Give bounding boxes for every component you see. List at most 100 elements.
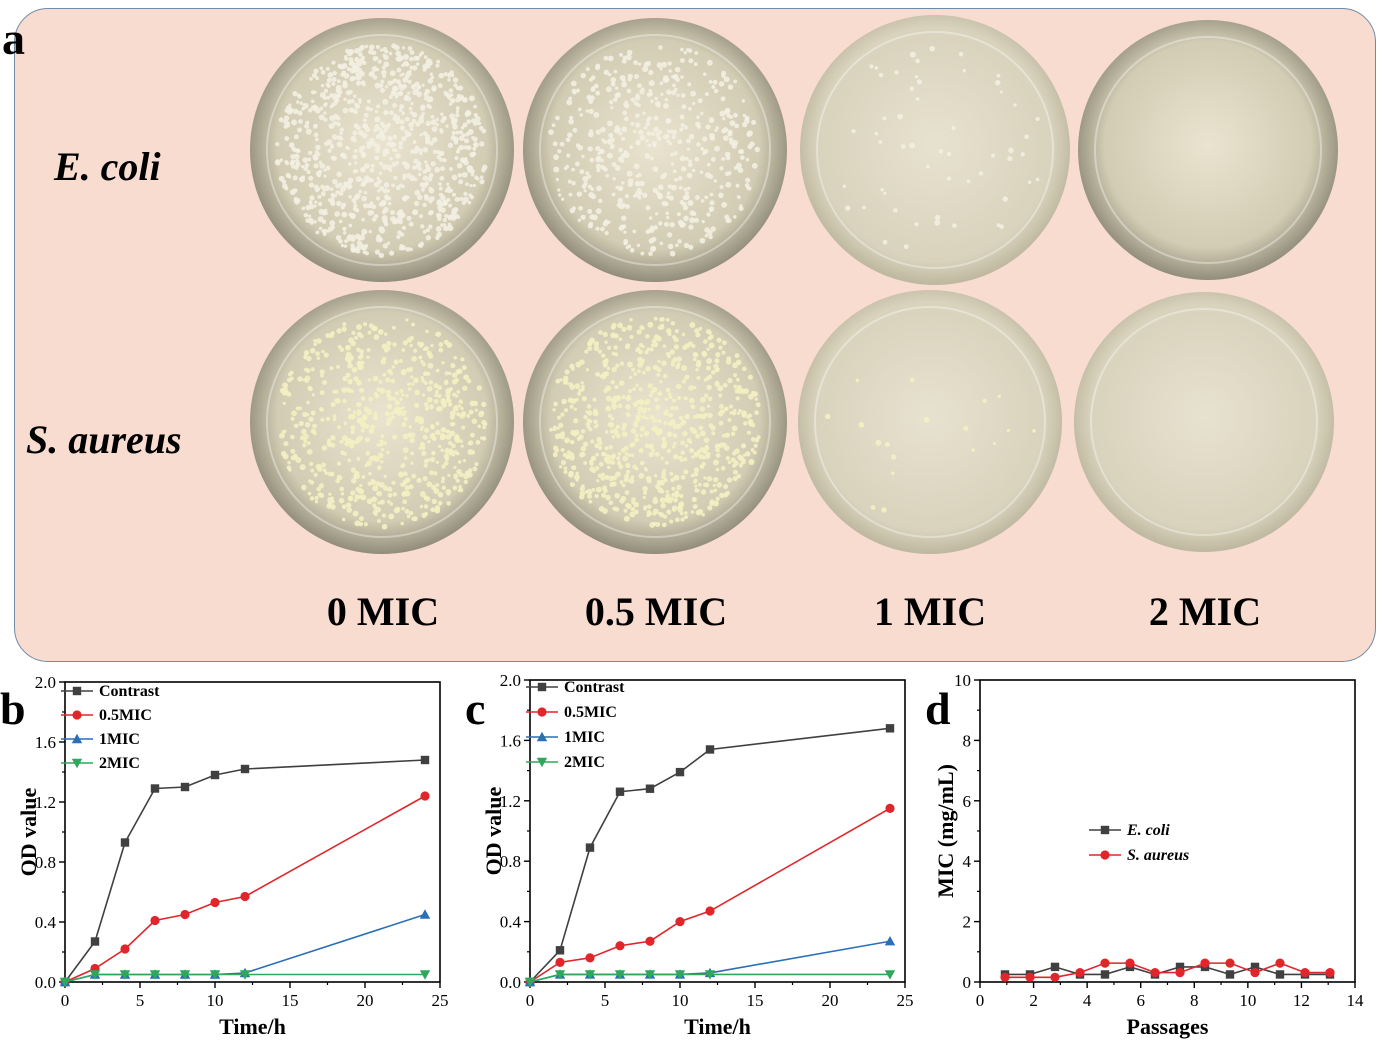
data-point xyxy=(119,970,131,980)
x-tick-label: 12 xyxy=(1293,991,1310,1010)
data-point xyxy=(645,936,655,946)
data-point xyxy=(615,941,625,951)
data-point xyxy=(1150,967,1160,978)
legend-item: 1MIC xyxy=(526,729,605,746)
data-point xyxy=(1175,962,1185,972)
y-tick-label: 6 xyxy=(963,792,972,811)
y-tick-label: 0.8 xyxy=(35,853,56,872)
data-point xyxy=(1300,967,1310,978)
data-point xyxy=(180,782,190,792)
y-tick-label: 4 xyxy=(963,852,972,871)
x-tick-label: 15 xyxy=(282,991,299,1010)
y-tick-label: 8 xyxy=(963,731,972,750)
x-tick-label: 10 xyxy=(672,991,689,1010)
data-point xyxy=(884,970,896,980)
x-tick-label: 0 xyxy=(526,991,535,1010)
data-point xyxy=(674,970,686,980)
data-point xyxy=(584,970,596,980)
data-point xyxy=(1200,958,1210,968)
legend-item: 1MIC xyxy=(61,731,140,748)
data-point xyxy=(180,909,190,920)
data-point xyxy=(1175,967,1185,978)
data-point xyxy=(645,784,655,793)
data-point xyxy=(1000,972,1010,982)
legend-marker xyxy=(536,757,548,768)
x-tick-label: 15 xyxy=(747,991,764,1010)
y-tick-label: 1.2 xyxy=(500,792,521,811)
panel-letter-a: a xyxy=(2,13,25,64)
x-tick-label: 5 xyxy=(601,991,610,1010)
petri-dish-s-aureus-2-mic xyxy=(1074,292,1334,552)
x-tick-label: 6 xyxy=(1136,991,1145,1010)
data-point xyxy=(420,755,430,765)
data-point xyxy=(585,953,595,963)
legend-label: E. coli xyxy=(1126,822,1170,839)
data-point xyxy=(1275,970,1285,979)
x-tick-label: 20 xyxy=(822,991,839,1010)
data-point xyxy=(419,909,431,919)
data-point xyxy=(705,745,715,754)
legend-item: Contrast xyxy=(526,679,625,696)
y-tick-label: 0.4 xyxy=(500,913,522,932)
legend-label: 2MIC xyxy=(564,754,605,771)
data-point xyxy=(884,936,896,946)
data-point xyxy=(614,970,626,980)
y-tick-label: 0.0 xyxy=(500,973,521,992)
x-tick-label: 2 xyxy=(1029,991,1038,1010)
y-tick-label: 2.0 xyxy=(35,673,56,692)
series-2mic xyxy=(524,970,896,988)
chart-b: b 0 5 10 15 20 25 0.0 0.4 0.8 1.2 1.6 2.0 Time/h OD va… xyxy=(0,673,449,1039)
data-point xyxy=(704,970,716,980)
series-line xyxy=(529,807,891,983)
data-point xyxy=(59,977,71,988)
x-tick-label: 0 xyxy=(61,991,70,1010)
legend-item: S. aureus xyxy=(1089,847,1189,864)
series-line xyxy=(529,973,890,983)
y-tick-label: 1.2 xyxy=(35,793,56,812)
legend-label: 0.5MIC xyxy=(99,707,152,724)
plot-frame xyxy=(64,681,441,983)
data-point xyxy=(420,791,430,801)
data-point xyxy=(1075,967,1085,978)
data-point xyxy=(1100,958,1110,968)
legend-marker xyxy=(536,731,548,742)
data-point xyxy=(644,970,656,980)
x-tick-label: 10 xyxy=(207,991,224,1010)
colony-pattern xyxy=(274,43,488,259)
data-point xyxy=(90,937,100,946)
data-point xyxy=(1250,962,1260,972)
concentration-label-0-mic: 0 MIC xyxy=(326,589,440,634)
data-point xyxy=(1050,962,1060,972)
y-axis-label: MIC (mg/mL) xyxy=(933,764,958,898)
data-point xyxy=(585,843,595,852)
legend-marker xyxy=(71,758,83,769)
data-point xyxy=(885,803,895,813)
data-point xyxy=(555,946,565,955)
x-tick-label: 5 xyxy=(136,991,145,1010)
y-axis-label: OD value xyxy=(16,787,41,876)
legend-marker xyxy=(71,733,83,744)
legend-marker xyxy=(1100,825,1110,835)
data-point xyxy=(1225,958,1235,968)
legend-label: S. aureus xyxy=(1127,847,1189,864)
petri-dish-e-coli-0-5-mic xyxy=(523,18,787,282)
x-tick-label: 4 xyxy=(1083,991,1092,1010)
data-point xyxy=(1100,970,1110,979)
data-point xyxy=(1050,972,1060,982)
legend-label: Contrast xyxy=(564,679,625,696)
data-point xyxy=(885,724,895,733)
chart-d: d 0 2 4 6 8 10 12 14 0 2 4 6 8 10 Passages MIC (mg/mL) E.… xyxy=(925,671,1364,1039)
legend-marker xyxy=(72,686,82,696)
data-point xyxy=(209,970,221,980)
colony-pattern xyxy=(279,318,488,530)
series-line xyxy=(64,759,426,983)
legend-label: 2MIC xyxy=(99,755,140,772)
data-point xyxy=(149,970,161,980)
legend-item: 2MIC xyxy=(526,754,605,771)
data-point xyxy=(1275,958,1285,968)
y-tick-label: 2.0 xyxy=(500,671,521,690)
data-point xyxy=(120,838,130,847)
legend-item: 2MIC xyxy=(61,755,140,772)
series-contrast xyxy=(60,755,430,987)
petri-dish-s-aureus-0-mic xyxy=(250,290,514,554)
